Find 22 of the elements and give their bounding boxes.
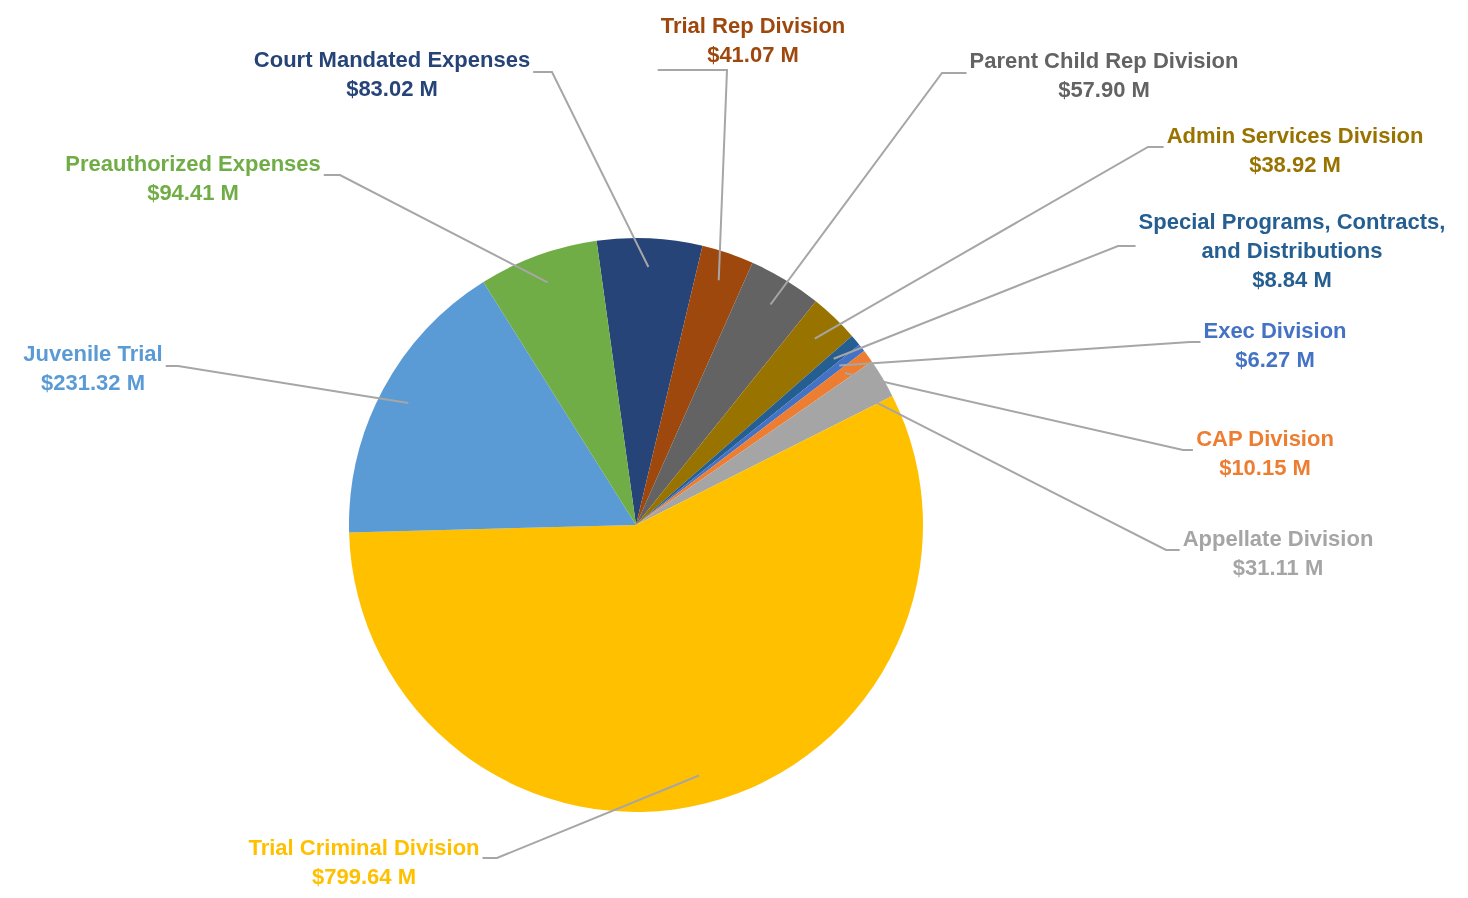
slice-label: Juvenile Trial: [23, 341, 163, 367]
slice-label: Preauthorized Expenses: [65, 151, 321, 177]
slice-label: Court Mandated Expenses: [253, 47, 531, 73]
data-label: $41.07 M: [707, 42, 799, 68]
data-label: $231.32 M: [41, 370, 145, 396]
data-label: $10.15 M: [1219, 455, 1311, 481]
slice-label: Parent Child Rep Division: [969, 48, 1239, 74]
slice-label: CAP Division: [1196, 426, 1334, 452]
data-label: $8.84 M: [1252, 267, 1332, 293]
data-label: $83.02 M: [346, 76, 438, 102]
data-label: $799.64 M: [312, 864, 416, 890]
data-label: $31.11 M: [1232, 555, 1324, 581]
slice-label: Admin Services Division: [1166, 123, 1424, 149]
data-label: $38.92 M: [1249, 152, 1341, 178]
slice-label: Trial Rep Division: [660, 13, 846, 39]
data-label: $6.27 M: [1235, 347, 1315, 373]
data-label: $57.90 M: [1058, 77, 1150, 103]
data-label: $94.41 M: [147, 180, 239, 206]
slice-label: Special Programs, Contracts, and Distributions: [1138, 209, 1446, 264]
slice-label: Exec Division: [1203, 318, 1347, 344]
slice-label: Trial Criminal Division: [248, 835, 480, 861]
slice-label: Appellate Division: [1182, 526, 1374, 552]
